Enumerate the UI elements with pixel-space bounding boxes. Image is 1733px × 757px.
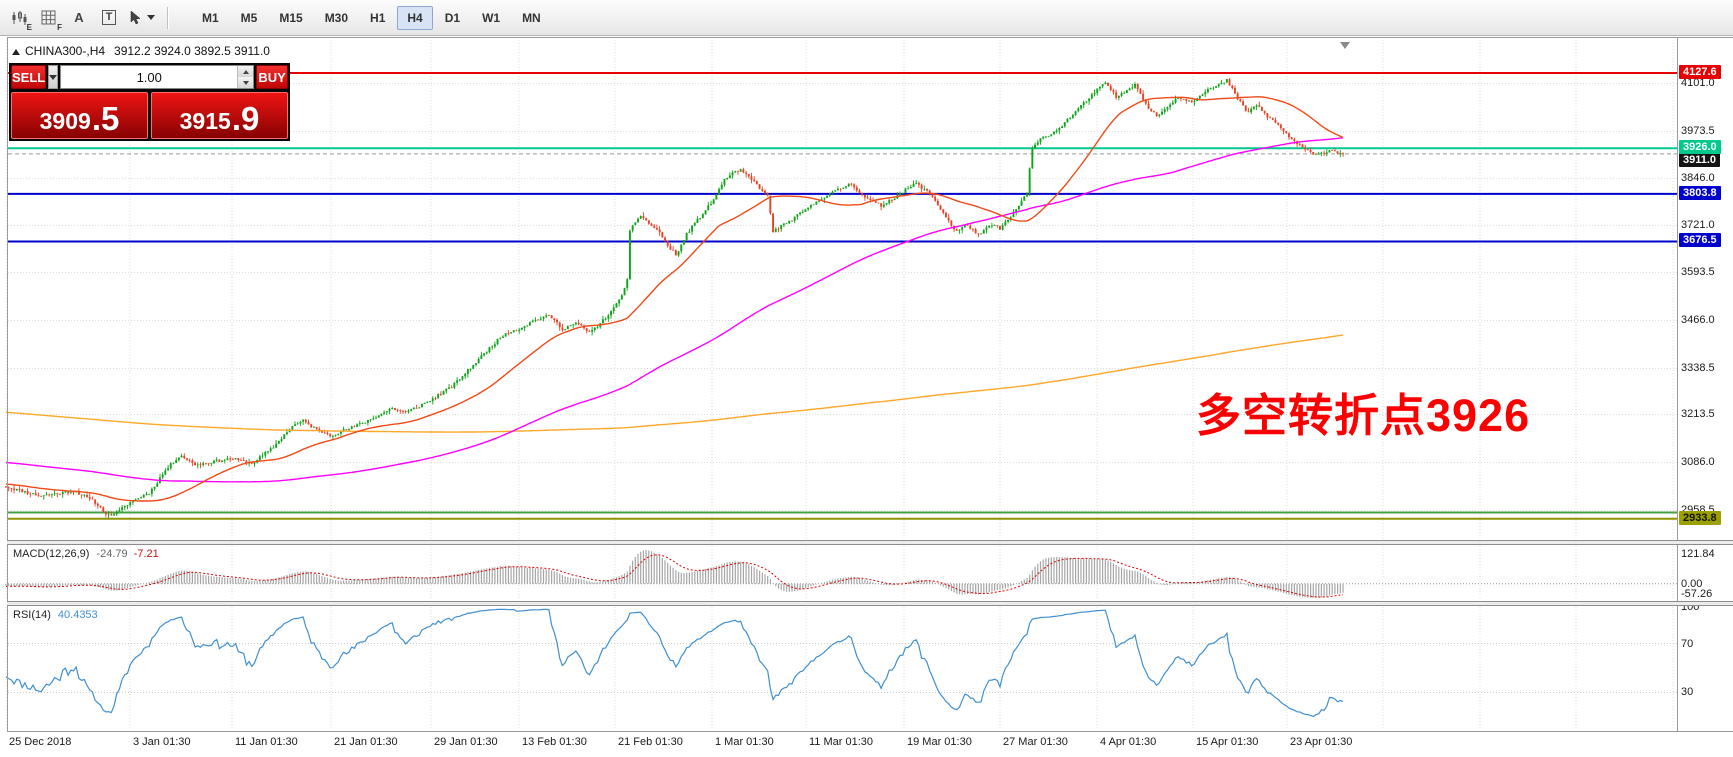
icon-sub-label: E (26, 22, 32, 32)
timeframe-button-d1[interactable]: D1 (435, 6, 470, 30)
timeframe-button-w1[interactable]: W1 (472, 6, 510, 30)
rsi-line (5, 608, 1344, 718)
lot-increase-button[interactable] (238, 66, 254, 77)
macd-name: MACD(12,26,9) (13, 548, 90, 560)
macd-signal-value: -7.21 (133, 548, 159, 560)
candles-layer (5, 78, 1344, 519)
lot-dropdown-button[interactable] (48, 65, 59, 89)
lot-spinner (237, 66, 254, 88)
timeframe-button-m5[interactable]: M5 (231, 6, 268, 30)
timeframe-button-mn[interactable]: MN (512, 6, 551, 30)
timeframe-button-m15[interactable]: M15 (269, 6, 312, 30)
pane-splitter[interactable] (7, 540, 1733, 545)
sell-button[interactable]: SELL (11, 65, 47, 89)
ma-line-34 (5, 96, 1344, 502)
window-marker-icon (12, 49, 20, 55)
buy-button[interactable]: BUY (256, 65, 288, 89)
chart-left-border (7, 37, 8, 732)
letter-a-glyph: A (74, 10, 84, 25)
buy-price-main: 3915 (179, 108, 231, 134)
buy-price-pips: .9 (231, 99, 260, 137)
cursor-tool-icon[interactable] (125, 4, 159, 32)
lot-size-input[interactable] (61, 66, 238, 88)
cursor-glyph (130, 10, 141, 25)
chevron-down-icon (49, 74, 58, 80)
chevron-down-icon (242, 80, 249, 85)
lot-field (60, 65, 255, 89)
ma-line-150 (5, 137, 1344, 483)
rsi-layer (5, 608, 1677, 718)
timeframe-button-h4[interactable]: H4 (397, 5, 433, 30)
time-axis-separator (7, 731, 1733, 732)
timeframe-group: M1 M5 M15 M30 H1 H4 D1 W1 MN (191, 5, 552, 30)
one-click-trading-panel: SELL BUY 3909.5 3915.9 (9, 63, 290, 141)
toolbar: E F A T M1 M5 M15 M30 H1 H4 D1 W1 MN (0, 0, 1733, 36)
macd-pane-label: MACD(12,26,9) -24.79 -7.21 (13, 548, 159, 560)
grid-icon[interactable]: F (35, 4, 63, 32)
chevron-up-icon (242, 69, 249, 74)
chart-top-border (7, 37, 1733, 38)
chart-header: CHINA300-,H4 3912.2 3924.0 3892.5 3911.0 (12, 44, 270, 58)
rsi-pane-label: RSI(14) 40.4353 (13, 609, 98, 621)
buy-price-display[interactable]: 3915.9 (151, 92, 288, 139)
chevron-down-icon (147, 15, 155, 20)
macd-signal-line (5, 554, 1344, 598)
price-axis-separator (1677, 38, 1678, 732)
price-tiles-row: 3909.5 3915.9 (11, 92, 288, 139)
chart-window-icon[interactable]: E (5, 4, 33, 32)
rsi-name: RSI(14) (13, 609, 51, 621)
macd-histogram (5, 550, 1344, 598)
pane-splitter[interactable] (7, 601, 1733, 606)
sell-price-main: 3909 (39, 108, 91, 134)
macd-layer (5, 550, 1677, 598)
text-box-icon[interactable]: T (95, 4, 123, 32)
ma-line-700 (5, 334, 1344, 433)
sell-price-pips: .5 (91, 99, 120, 137)
grid-glyph (41, 10, 56, 24)
last-bar-marker-icon (1340, 42, 1350, 49)
macd-value: -24.79 (96, 548, 128, 560)
symbol-title: CHINA300-,H4 (25, 44, 106, 58)
grid-layer (5, 40, 1677, 729)
timeframe-button-h1[interactable]: H1 (360, 6, 395, 30)
timeframe-button-m1[interactable]: M1 (192, 6, 229, 30)
chart-text-annotation: 多空转折点3926 (1196, 390, 1531, 441)
sell-price-display[interactable]: 3909.5 (11, 92, 148, 139)
text-label-icon[interactable]: A (65, 4, 93, 32)
trade-controls-row: SELL BUY (11, 65, 288, 89)
candlestick-glyph (12, 10, 27, 25)
toolbar-separator (167, 6, 168, 29)
moving-averages-layer (5, 96, 1344, 502)
icon-sub-label: F (57, 22, 62, 32)
rsi-value: 40.4353 (57, 609, 98, 621)
ohlc-values: 3912.2 3924.0 3892.5 3911.0 (114, 44, 270, 58)
lot-decrease-button[interactable] (238, 77, 254, 88)
letter-t-glyph: T (101, 10, 117, 25)
timeframe-button-m30[interactable]: M30 (315, 6, 358, 30)
